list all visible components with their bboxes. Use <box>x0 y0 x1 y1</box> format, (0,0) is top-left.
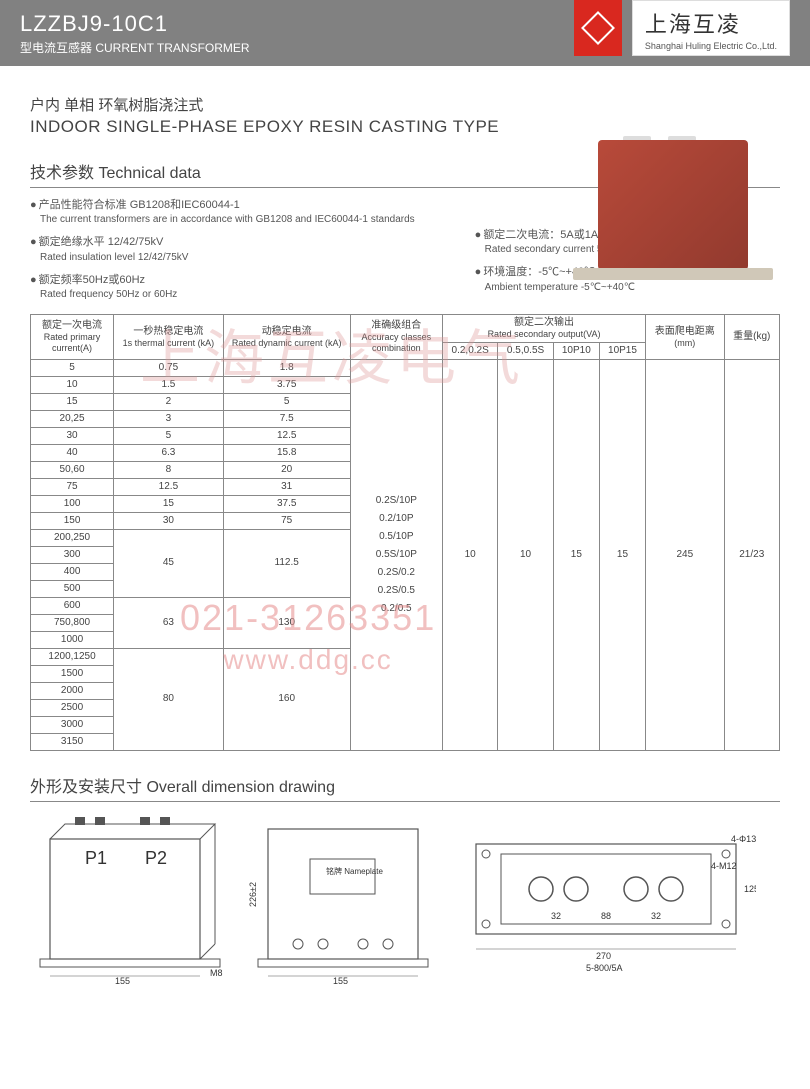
table-cell: 5 <box>223 393 350 410</box>
table-cell: 63 <box>114 597 224 648</box>
svg-text:4-M12: 4-M12 <box>711 861 737 871</box>
spec-item: 额定绝缘水平 12/42/75kV Rated insulation level… <box>30 235 415 264</box>
table-cell: 5 <box>114 427 224 444</box>
specs-left-col: 产品性能符合标准 GB1208和IEC60044-1 The current t… <box>30 198 415 302</box>
table-cell: 2500 <box>31 699 114 716</box>
table-cell: 15 <box>599 359 645 750</box>
table-cell: 50,60 <box>31 461 114 478</box>
table-cell: 10 <box>31 376 114 393</box>
table-cell: 15.8 <box>223 444 350 461</box>
table-cell: 30 <box>31 427 114 444</box>
spec-item: 额定频率50Hz或60Hz Rated frequency 50Hz or 60… <box>30 273 415 302</box>
svg-text:5-800/5A: 5-800/5A <box>586 963 623 973</box>
table-cell: 5 <box>31 359 114 376</box>
svg-text:88: 88 <box>601 911 611 921</box>
table-cell: 0.75 <box>114 359 224 376</box>
svg-text:125: 125 <box>744 884 756 894</box>
svg-text:32: 32 <box>551 911 561 921</box>
svg-text:226±2: 226±2 <box>248 882 258 907</box>
table-header-row: 额定一次电流Rated primary current(A) 一秒热稳定电流1s… <box>31 315 780 343</box>
svg-text:M8: M8 <box>210 968 223 978</box>
table-cell: 1.5 <box>114 376 224 393</box>
table-cell: 3.75 <box>223 376 350 393</box>
table-cell: 300 <box>31 546 114 563</box>
table-cell: 15 <box>553 359 599 750</box>
table-cell: 1000 <box>31 631 114 648</box>
table-cell: 7.5 <box>223 410 350 427</box>
table-cell: 10 <box>442 359 497 750</box>
product-photo <box>568 130 778 300</box>
table-cell: 750,800 <box>31 614 114 631</box>
table-cell: 6.3 <box>114 444 224 461</box>
table-cell: 160 <box>223 648 350 750</box>
header-right: 上海互凌 Shanghai Huling Electric Co.,Ltd. <box>574 0 790 56</box>
company-box: 上海互凌 Shanghai Huling Electric Co.,Ltd. <box>632 0 790 56</box>
table-cell: 130 <box>223 597 350 648</box>
table-row: 50.751.80.2S/10P0.2/10P0.5/10P0.5S/10P0.… <box>31 359 780 376</box>
drawing-front: P1 P2 M8 155 <box>30 814 230 984</box>
drawing-area: P1 P2 M8 155 铭牌 Nameplate 226±2 155 <box>30 814 780 984</box>
table-cell: 45 <box>114 529 224 597</box>
subtitle-cn: 户内 单相 环氧树脂浇注式 <box>30 94 780 115</box>
header-left: LZZBJ9-10C1 型电流互感器 CURRENT TRANSFORMER <box>20 11 250 56</box>
svg-text:32: 32 <box>651 911 661 921</box>
svg-text:155: 155 <box>115 976 130 984</box>
table-cell: 100 <box>31 495 114 512</box>
svg-text:P2: P2 <box>145 848 167 868</box>
table-cell: 1200,1250 <box>31 648 114 665</box>
table-cell: 12.5 <box>223 427 350 444</box>
table-cell: 80 <box>114 648 224 750</box>
table-cell: 3000 <box>31 716 114 733</box>
data-table-wrap: 额定一次电流Rated primary current(A) 一秒热稳定电流1s… <box>30 314 780 751</box>
data-table: 额定一次电流Rated primary current(A) 一秒热稳定电流1s… <box>30 314 780 751</box>
table-cell: 2 <box>114 393 224 410</box>
table-cell: 112.5 <box>223 529 350 597</box>
table-cell: 2000 <box>31 682 114 699</box>
table-cell: 200,250 <box>31 529 114 546</box>
dimension-title: 外形及安装尺寸 Overall dimension drawing <box>30 773 780 802</box>
svg-text:4-Φ13: 4-Φ13 <box>731 834 756 844</box>
table-cell: 12.5 <box>114 478 224 495</box>
table-cell: 600 <box>31 597 114 614</box>
table-body: 50.751.80.2S/10P0.2/10P0.5/10P0.5S/10P0.… <box>31 359 780 750</box>
company-name-en: Shanghai Huling Electric Co.,Ltd. <box>645 41 777 51</box>
table-cell: 10 <box>498 359 553 750</box>
model-subtitle: 型电流互感器 CURRENT TRANSFORMER <box>20 39 250 56</box>
table-cell: 245 <box>646 359 724 750</box>
table-cell: 20,25 <box>31 410 114 427</box>
svg-text:铭牌 Nameplate: 铭牌 Nameplate <box>326 866 383 876</box>
table-cell: 500 <box>31 580 114 597</box>
table-cell: 8 <box>114 461 224 478</box>
svg-text:155: 155 <box>333 976 348 984</box>
table-cell: 40 <box>31 444 114 461</box>
model-number: LZZBJ9-10C1 <box>20 11 250 37</box>
drawing-side: 铭牌 Nameplate 226±2 155 <box>248 814 438 984</box>
table-cell: 37.5 <box>223 495 350 512</box>
table-cell: 1.8 <box>223 359 350 376</box>
table-cell: 15 <box>114 495 224 512</box>
table-cell: 150 <box>31 512 114 529</box>
accuracy-cell: 0.2S/10P0.2/10P0.5/10P0.5S/10P0.2S/0.20.… <box>350 359 442 750</box>
spec-item: 产品性能符合标准 GB1208和IEC60044-1 The current t… <box>30 198 415 227</box>
table-cell: 1500 <box>31 665 114 682</box>
table-cell: 400 <box>31 563 114 580</box>
table-cell: 21/23 <box>724 359 779 750</box>
table-cell: 3150 <box>31 733 114 750</box>
logo-icon <box>574 0 622 56</box>
header-bar: LZZBJ9-10C1 型电流互感器 CURRENT TRANSFORMER 上… <box>0 0 810 66</box>
table-cell: 75 <box>31 478 114 495</box>
table-cell: 31 <box>223 478 350 495</box>
drawing-top: 4-Φ13 4-M12 32 88 32 270 5-800/5A 125 <box>456 814 756 984</box>
svg-text:270: 270 <box>596 951 611 961</box>
svg-text:P1: P1 <box>85 848 107 868</box>
table-cell: 15 <box>31 393 114 410</box>
company-name-cn: 上海互凌 <box>645 7 777 39</box>
table-cell: 75 <box>223 512 350 529</box>
table-cell: 3 <box>114 410 224 427</box>
table-cell: 20 <box>223 461 350 478</box>
table-cell: 30 <box>114 512 224 529</box>
